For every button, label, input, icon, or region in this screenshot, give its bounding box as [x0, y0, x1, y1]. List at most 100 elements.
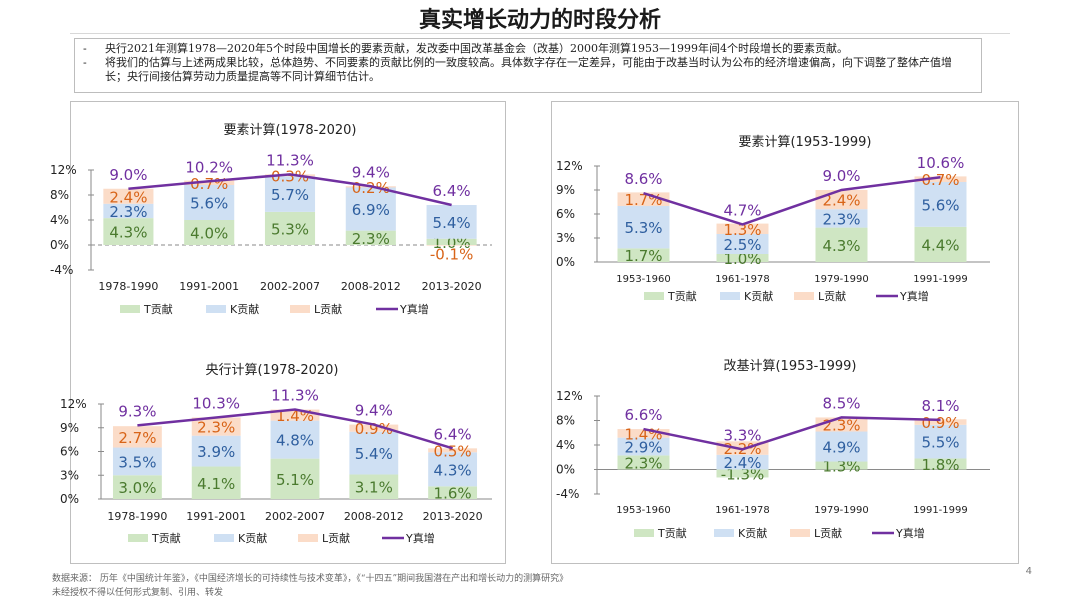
chart1-xtick-label: 1991-2001 — [179, 280, 239, 293]
chart2-label-L-4: 0.5% — [434, 442, 472, 460]
chart3-bar-L-1 — [716, 223, 769, 234]
chart2-bar-T-4 — [428, 486, 478, 499]
chart3-line-Y — [643, 175, 941, 226]
right-panel — [551, 101, 1019, 564]
chart4-bar-T-2 — [815, 461, 868, 470]
chart1-bar-T-1 — [184, 220, 235, 245]
chart4-legend-swatch-L — [790, 529, 810, 537]
chart1-ytick-label: 0% — [50, 238, 69, 252]
chart1-legend-label-K: K贡献 — [230, 302, 259, 316]
title-divider — [70, 33, 1010, 34]
chart3-label-L-3: 0.7% — [921, 171, 959, 189]
chart2-bar-L-4 — [428, 448, 478, 453]
chart1-bar-K-0 — [103, 203, 154, 219]
chart4-bar-K-0 — [617, 437, 670, 456]
chart4-bar-K-3 — [914, 424, 967, 459]
footer-copyright: 未经授权不得以任何形式复制、引用、转发 — [52, 588, 224, 598]
chart3-bar-T-2 — [815, 227, 868, 262]
chart4-bar-K-2 — [815, 431, 868, 462]
chart4-legend-label-K: K贡献 — [738, 526, 767, 540]
chart4-ytick-label: -4% — [556, 487, 579, 501]
chart3-legend-swatch-K — [720, 292, 740, 300]
chart1-bar-T-2 — [264, 211, 316, 245]
chart3-title: 要素计算(1953-1999) — [738, 135, 871, 150]
chart2-legend-swatch-L — [298, 534, 318, 542]
chart4-label-Y-2: 8.5% — [822, 394, 860, 412]
chart1-legend-swatch-T — [120, 305, 140, 313]
chart2-bar-K-3 — [349, 431, 399, 475]
chart1-ytick-label: -4% — [50, 263, 73, 277]
chart4-label-Y-3: 8.1% — [921, 397, 959, 415]
chart4-legend-swatch-T — [634, 529, 654, 537]
chart2-xtick-label: 2008-2012 — [344, 510, 404, 523]
chart3-label-Y-1: 4.7% — [723, 201, 761, 219]
chart1-label-T-3: 2.3% — [352, 230, 390, 248]
chart1-label-K-1: 5.6% — [190, 195, 228, 213]
left-panel — [70, 101, 506, 564]
chart2-label-Y-1: 10.3% — [192, 394, 240, 412]
chart4-label-K-0: 2.9% — [624, 439, 662, 457]
chart2-label-L-3: 0.9% — [355, 420, 393, 438]
chart2-ytick-label: 9% — [60, 421, 79, 435]
chart1-label-L-3: 0.2% — [352, 179, 390, 197]
chart1-bar-K-1 — [184, 185, 235, 220]
page-number: 4 — [1025, 566, 1032, 577]
chart4-bar-T-3 — [914, 458, 967, 470]
chart4-ytick-label: 8% — [556, 414, 575, 428]
chart3-label-K-3: 5.6% — [921, 196, 959, 214]
chart3-bar-L-0 — [617, 192, 670, 206]
chart1-bar-L-1 — [184, 180, 235, 185]
chart2-label-Y-3: 9.4% — [355, 402, 393, 420]
chart1-ytick-label: 8% — [50, 188, 69, 202]
chart3-bar-T-0 — [617, 248, 670, 262]
note-2: 将我们的估算与上述两成果比较，总体趋势、不同要素的贡献比例的一致度较高。具体数字… — [83, 56, 973, 84]
chart2-ytick-label: 6% — [60, 445, 79, 459]
chart2-legend-swatch-T — [128, 534, 148, 542]
chart3-bar-K-3 — [914, 182, 967, 227]
chart4-xtick-label: 1953-1960 — [616, 505, 671, 516]
chart4-line-Y — [643, 416, 941, 451]
chart4-label-K-3: 5.5% — [921, 434, 959, 452]
chart1-bar-L-0 — [103, 188, 154, 204]
chart1-label-T-0: 4.3% — [109, 224, 147, 242]
chart2-label-T-3: 3.1% — [355, 479, 393, 497]
chart4-xtick-label: 1979-1990 — [814, 505, 869, 516]
chart1-label-Y-4: 6.4% — [433, 182, 471, 200]
chart4-title: 改基计算(1953-1999) — [723, 359, 856, 374]
chart4-ytick-label: 12% — [556, 389, 583, 403]
chart1-label-K-2: 5.7% — [271, 186, 309, 204]
chart3-bar-K-0 — [617, 206, 670, 249]
chart2-label-T-4: 1.6% — [434, 485, 472, 503]
chart2-label-K-3: 5.4% — [355, 445, 393, 463]
chart2-label-L-1: 2.3% — [197, 419, 235, 437]
page-title: 真实增长动力的时段分析 — [418, 8, 661, 33]
chart1-xtick-label: 2013-2020 — [422, 280, 482, 293]
chart2-bar-T-1 — [191, 466, 241, 499]
chart1-line-Y — [128, 173, 452, 207]
chart4-label-K-1: 2.4% — [723, 454, 761, 472]
chart2-xtick-label: 2013-2020 — [423, 510, 483, 523]
chart1-label-L-4: -0.1% — [430, 246, 474, 264]
chart2-bar-L-0 — [112, 426, 162, 448]
note-1: 央行2021年测算1978—2020年5个时段中国增长的要素贡献，发改委中国改革… — [83, 42, 973, 56]
chart2-legend-swatch-K — [214, 534, 234, 542]
chart3-xtick-label: 1953-1960 — [616, 274, 671, 285]
chart3-legend-swatch-T — [644, 292, 664, 300]
chart1-bar-K-2 — [264, 176, 316, 212]
chart3-ytick-label: 9% — [556, 183, 575, 197]
chart3-legend-label-L: L贡献 — [818, 289, 846, 303]
chart4-label-T-1: -1.3% — [721, 465, 765, 483]
chart3-label-T-3: 4.4% — [921, 236, 959, 254]
notes-box: 央行2021年测算1978—2020年5个时段中国增长的要素贡献，发改委中国改革… — [74, 38, 982, 93]
chart4-bar-K-1 — [716, 454, 769, 470]
chart2-bar-K-0 — [112, 447, 162, 476]
chart1-label-T-2: 5.3% — [271, 220, 309, 238]
chart1-ytick-label: 12% — [50, 163, 77, 177]
chart2-legend-label-K: K贡献 — [238, 531, 267, 545]
chart4-legend-label-Y: Y真增 — [895, 526, 925, 540]
chart1-label-K-0: 2.3% — [109, 203, 147, 221]
chart1-xtick-label: 1978-1990 — [98, 280, 158, 293]
chart1-bar-T-0 — [103, 218, 154, 245]
chart2-bar-L-1 — [191, 417, 241, 436]
chart2-bar-L-3 — [349, 424, 399, 432]
